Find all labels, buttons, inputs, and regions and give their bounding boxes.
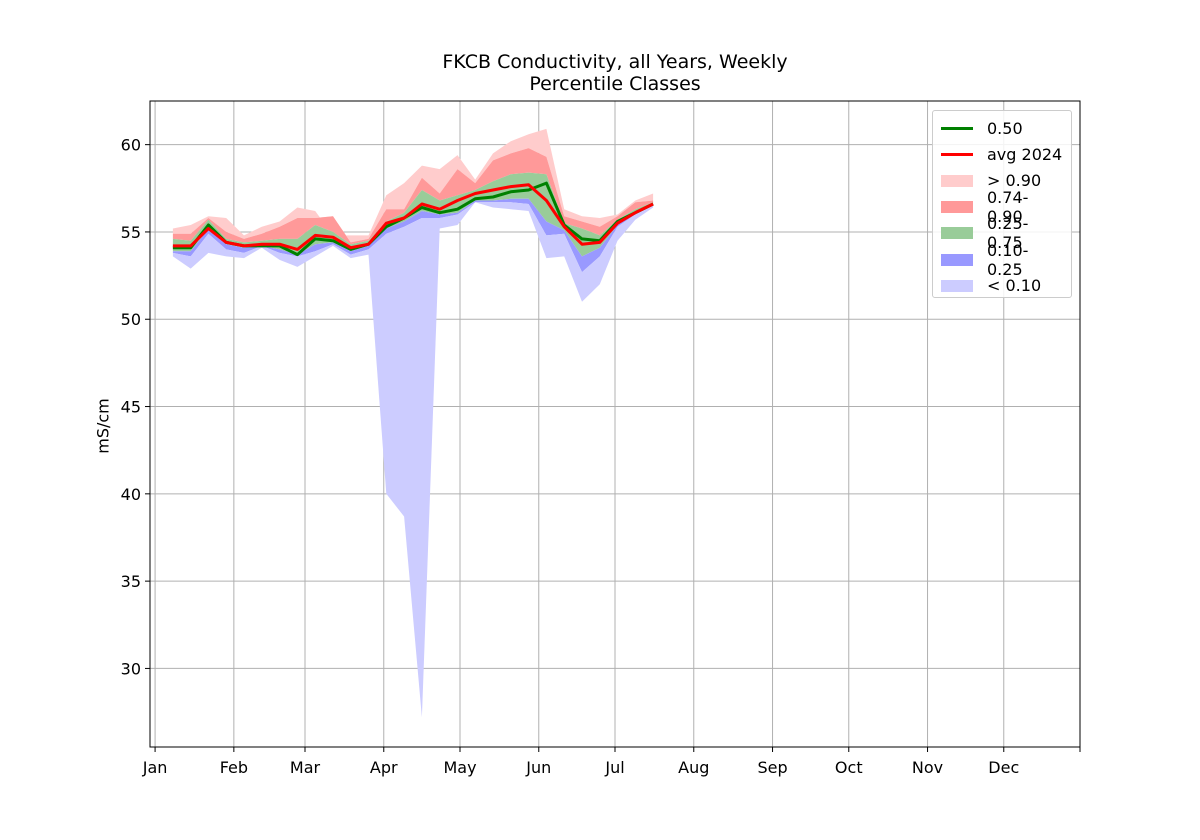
legend-label: < 0.10 (987, 276, 1042, 296)
band-p75-p25 (172, 172, 654, 257)
band-p10-p0 (172, 202, 654, 718)
legend-swatch (941, 126, 973, 130)
x-tick-label: Apr (370, 758, 398, 777)
legend-label: 0.10-0.25 (987, 240, 1029, 279)
legend-label: 0.25-0.75 (987, 214, 1029, 253)
band-p90-p75 (172, 148, 654, 245)
y-tick-label: 40 (121, 485, 141, 504)
x-tick-label: Aug (678, 758, 709, 777)
legend-label: avg 2024 (987, 144, 1063, 164)
legend-swatch (941, 201, 973, 214)
chart-title: FKCB Conductivity, all Years, Weekly (442, 51, 788, 73)
legend-item: avg 2024 (941, 141, 1063, 167)
legend-swatch (941, 279, 973, 292)
avg-2024-line (172, 183, 654, 251)
y-tick-label: 30 (121, 659, 141, 678)
legend-swatch (941, 253, 973, 266)
legend-item: 0.25-0.75 (941, 214, 1063, 252)
x-tick-label: Dec (988, 758, 1019, 777)
x-tick-label: Jul (604, 758, 624, 777)
y-tick-label: 60 (121, 136, 141, 155)
x-tick-label: Feb (220, 758, 248, 777)
x-tick-label: Mar (290, 758, 321, 777)
y-tick-label: 55 (121, 223, 141, 242)
legend-label: > 0.90 (987, 171, 1042, 191)
x-tick-label: Sep (757, 758, 787, 777)
axis-ticks: Jan Feb Mar Apr May Jun Jul Aug Sep Oct Nov Dec 30 35… (121, 136, 1081, 777)
chart-legend: 0.50 avg 2024 > 0.90 0.74-0.90 0.25-0.75 0.10… (932, 110, 1072, 298)
legend-item: > 0.90 (941, 168, 1063, 194)
y-tick-label: 35 (121, 572, 141, 591)
legend-item: 0.50 (941, 115, 1063, 141)
y-tick-label: 45 (121, 398, 141, 417)
x-tick-label: Jan (142, 758, 168, 777)
legend-label: 0.74-0.90 (987, 188, 1029, 227)
grid (150, 101, 1080, 747)
legend-item: < 0.10 (941, 273, 1063, 299)
percentile-bands (172, 128, 654, 718)
band-p100-p90 (172, 128, 654, 243)
chart-subtitle: Percentile Classes (529, 73, 701, 95)
legend-swatch (941, 174, 973, 187)
x-tick-label: May (443, 758, 476, 777)
y-tick-label: 50 (121, 310, 141, 329)
x-tick-label: Nov (912, 758, 943, 777)
legend-item: 0.74-0.90 (941, 188, 1063, 226)
series-lines (172, 181, 654, 257)
x-tick-label: Jun (525, 758, 551, 777)
legend-item: 0.10-0.25 (941, 241, 1063, 279)
legend-label: 0.50 (987, 118, 1023, 138)
legend-swatch (941, 227, 973, 240)
legend-swatch (941, 152, 973, 156)
x-tick-label: Oct (835, 758, 863, 777)
